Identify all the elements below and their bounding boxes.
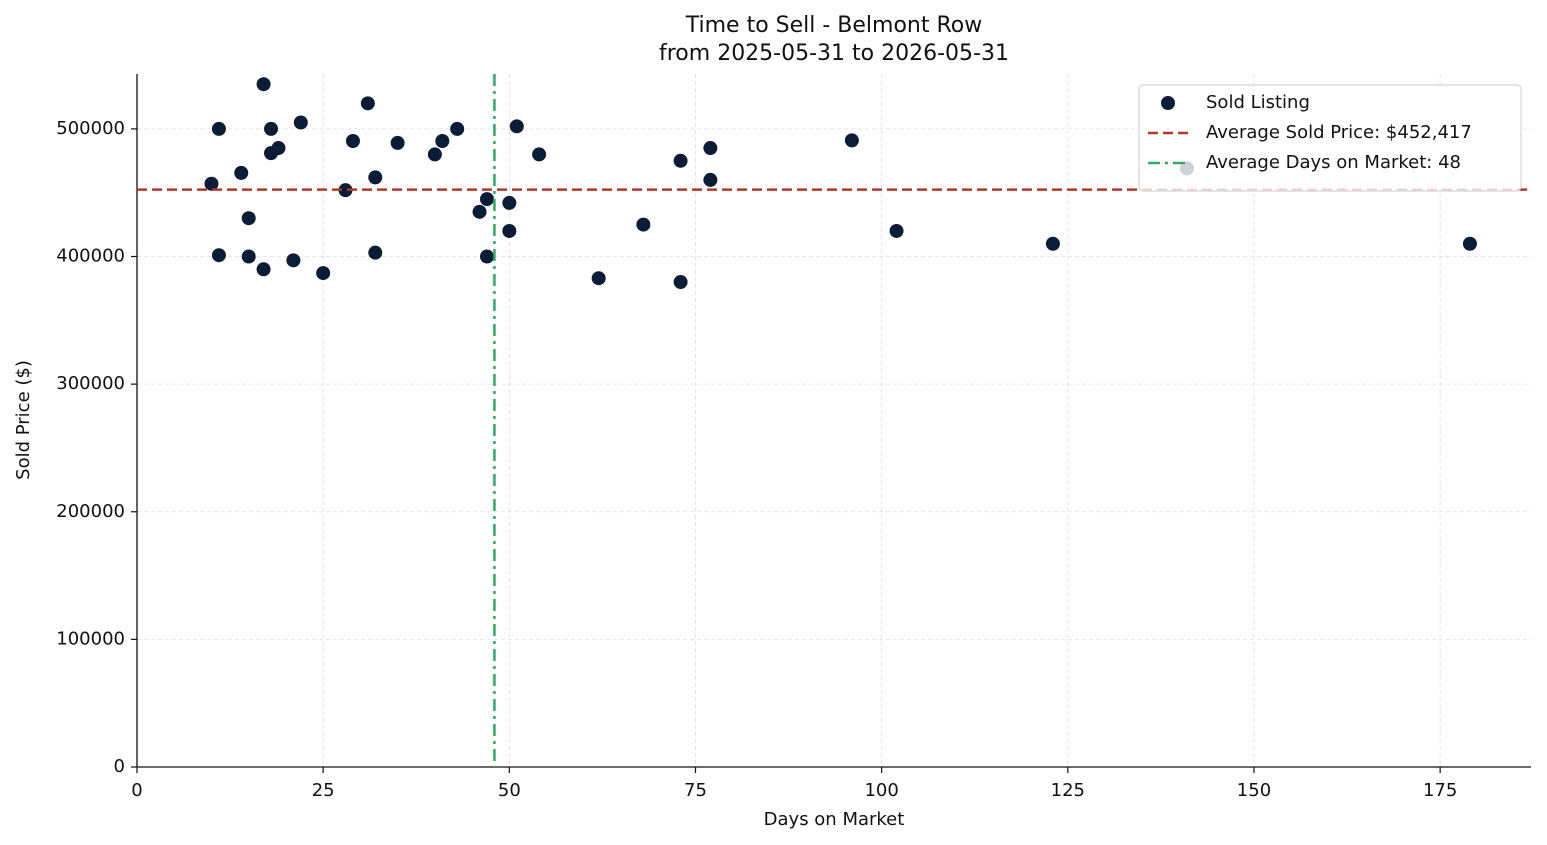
point: [479, 249, 494, 264]
point: [211, 121, 226, 136]
point: [241, 211, 256, 226]
point: [368, 245, 383, 260]
point: [360, 96, 375, 111]
point: [234, 165, 249, 180]
point: [368, 170, 383, 185]
point: [703, 141, 718, 156]
chart-subtitle: from 2025-05-31 to 2026-05-31: [659, 41, 1009, 66]
y-tick-label: 200000: [56, 501, 125, 522]
y-tick-label: 400000: [56, 246, 125, 267]
legend-marker: [1161, 96, 1175, 110]
point: [338, 183, 353, 198]
legend-label: Average Sold Price: $452,417: [1206, 122, 1472, 143]
point: [435, 134, 450, 149]
x-axis-label: Days on Market: [764, 809, 905, 830]
point: [636, 217, 651, 232]
point: [264, 121, 279, 136]
x-tick-label: 150: [1237, 780, 1271, 801]
point: [509, 119, 524, 134]
x-tick-label: 25: [312, 780, 335, 801]
legend-label: Sold Listing: [1206, 92, 1310, 113]
y-tick-label: 100000: [56, 628, 125, 649]
point: [293, 115, 308, 130]
legend-label: Average Days on Market: 48: [1206, 152, 1461, 173]
point: [1045, 236, 1060, 251]
y-axis-label: Sold Price ($): [13, 360, 34, 480]
point: [256, 262, 271, 277]
point: [673, 275, 688, 290]
point: [271, 141, 286, 156]
legend: Sold Listing Average Sold Price: $452,417…: [1138, 84, 1522, 192]
point: [532, 147, 547, 162]
point: [673, 153, 688, 168]
point: [286, 253, 301, 268]
x-tick-label: 125: [1051, 780, 1085, 801]
point: [844, 133, 859, 148]
point: [472, 204, 487, 219]
point: [427, 147, 442, 162]
point: [502, 223, 517, 238]
point: [703, 172, 718, 187]
point: [256, 77, 271, 92]
point: [502, 195, 517, 210]
point: [450, 121, 465, 136]
x-tick-label: 75: [684, 780, 707, 801]
y-tick-label: 0: [114, 756, 125, 777]
point: [204, 176, 219, 191]
x-tick-label: 50: [498, 780, 521, 801]
x-tick-label: 0: [131, 780, 142, 801]
point: [241, 249, 256, 264]
legend-box: [1138, 84, 1522, 192]
point: [591, 271, 606, 286]
point: [479, 192, 494, 207]
point: [345, 134, 360, 149]
y-tick-label: 500000: [56, 118, 125, 139]
point: [390, 135, 405, 150]
point: [316, 266, 331, 281]
chart-title: Time to Sell - Belmont Row: [685, 13, 983, 38]
y-tick-label: 300000: [56, 373, 125, 394]
point: [1462, 236, 1477, 251]
x-tick-label: 175: [1423, 780, 1457, 801]
x-tick-label: 100: [864, 780, 898, 801]
point: [211, 248, 226, 263]
point: [889, 223, 904, 238]
